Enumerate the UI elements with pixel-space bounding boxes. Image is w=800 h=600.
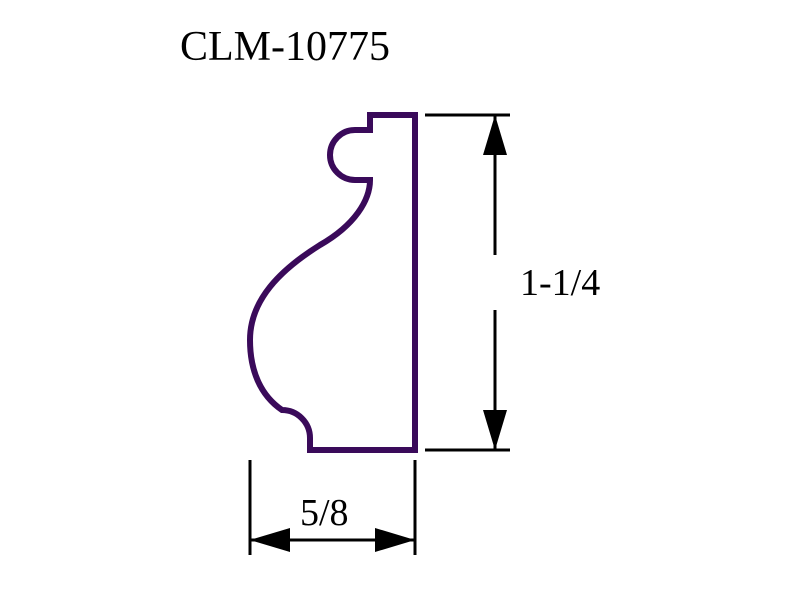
drawing-canvas: CLM-10775 1-1/4 5/8 <box>0 0 800 600</box>
molding-profile <box>250 115 415 450</box>
height-label: 1-1/4 <box>520 262 600 304</box>
height-dimension: 1-1/4 <box>425 115 600 450</box>
width-dimension: 5/8 <box>250 460 415 555</box>
part-number-title: CLM-10775 <box>180 24 390 70</box>
width-label: 5/8 <box>300 492 349 534</box>
